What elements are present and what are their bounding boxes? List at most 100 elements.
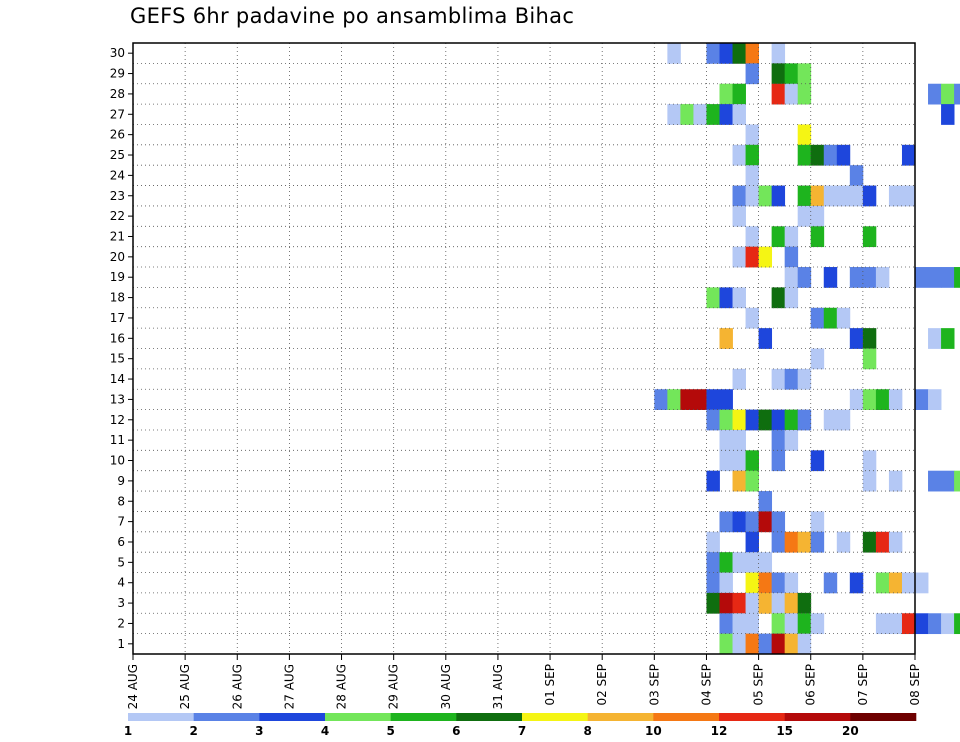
heatmap-cell (771, 572, 786, 594)
heatmap-cell (784, 633, 799, 655)
legend-swatch (850, 713, 917, 721)
x-tick-label: 08 SEP (908, 664, 922, 706)
heatmap-cell (810, 348, 825, 370)
heatmap-cell (823, 185, 864, 207)
x-tick-label: 07 SEP (856, 664, 870, 706)
heatmap-cell (706, 592, 720, 614)
legend-swatch (128, 713, 194, 721)
heatmap-cell (758, 246, 773, 268)
y-tick-label: 13 (110, 392, 125, 406)
x-tick-label: 30 AUG (439, 664, 453, 709)
heatmap-cell (888, 389, 903, 410)
heatmap-cell (706, 43, 720, 64)
heatmap-cell (771, 429, 786, 451)
heatmap-cell (719, 409, 733, 431)
heatmap-cell (875, 613, 903, 635)
heatmap-cell (915, 613, 929, 635)
heatmap-cell (719, 328, 733, 349)
heatmap-cell (784, 368, 799, 390)
y-tick-label: 2 (117, 616, 125, 630)
y-tick-label: 8 (117, 494, 125, 508)
heatmap-cell (667, 43, 681, 64)
heatmap-cell (862, 470, 877, 492)
heatmap-cell (745, 572, 759, 594)
heatmap-cell (810, 307, 825, 329)
y-tick-label: 21 (110, 229, 125, 243)
heatmap-cell (797, 592, 812, 614)
heatmap-cell (797, 531, 812, 553)
heatmap-cell (888, 185, 916, 207)
heatmap-cell (784, 409, 799, 431)
heatmap-cell (849, 572, 864, 594)
y-tick-label: 19 (110, 270, 125, 284)
y-tick-label: 10 (110, 454, 125, 468)
heatmap-cell (719, 572, 733, 594)
heatmap-cell (862, 450, 877, 472)
heatmap-cell (941, 104, 955, 125)
heatmap-cell (823, 144, 838, 166)
legend-swatch (719, 713, 785, 721)
heatmap-cell (928, 389, 942, 410)
heatmap-cell (810, 511, 825, 533)
heatmap-cell (849, 389, 864, 410)
legend-label: 2 (189, 724, 197, 738)
heatmap-cell (771, 185, 786, 207)
heatmap-cell (862, 226, 877, 248)
heatmap-cell (823, 307, 838, 329)
heatmap-cell (810, 450, 825, 472)
y-tick-label: 11 (110, 433, 125, 447)
heatmap-cell (719, 511, 733, 533)
heatmap-cell (797, 205, 825, 227)
y-tick-label: 15 (110, 352, 125, 366)
heatmap-cell (719, 613, 733, 635)
heatmap-cell (732, 511, 746, 533)
heatmap-cell (797, 185, 812, 207)
heatmap-cell (745, 511, 759, 533)
legend-label: 10 (645, 724, 662, 738)
x-tick-label: 29 AUG (387, 664, 401, 709)
heatmap-cell (784, 572, 799, 594)
heatmap-cell (810, 226, 825, 248)
heatmap-cell (706, 389, 733, 410)
heatmap-cell (732, 592, 746, 614)
heatmap-cell (745, 470, 759, 492)
heatmap-cell (758, 592, 773, 614)
heatmap-cell (732, 470, 746, 492)
heatmap-cell (719, 287, 733, 309)
heatmap-cell (862, 185, 877, 207)
heatmap-cell (719, 83, 733, 105)
heatmap-cell (745, 450, 759, 472)
heatmap-cell (680, 104, 694, 125)
heatmap-cell (706, 470, 720, 492)
y-tick-label: 1 (117, 637, 125, 651)
heatmap-cell (954, 83, 960, 105)
plot-frame (132, 42, 916, 655)
heatmap-cell (732, 613, 746, 635)
x-tick-label: 04 SEP (699, 664, 713, 706)
heatmap-cell (745, 246, 759, 268)
heatmap-cell (875, 267, 890, 288)
heatmap-cell (745, 43, 759, 64)
heatmap-cell (797, 124, 812, 146)
heatmap-cell (771, 409, 786, 431)
heatmap-cell (784, 613, 799, 635)
heatmap-cell (732, 104, 746, 125)
heatmap-cell (745, 531, 759, 553)
x-tick-label: 02 SEP (595, 664, 609, 706)
heatmap-cell (836, 531, 851, 553)
heatmap-cell (928, 613, 942, 635)
heatmap-cell (784, 83, 799, 105)
heatmap-cell (732, 633, 746, 655)
heatmap-cell (928, 470, 955, 492)
heatmap-cell (745, 613, 759, 635)
x-tick-label: 01 SEP (543, 664, 557, 706)
heatmap-cell (719, 43, 733, 64)
heatmap-cell (810, 531, 825, 553)
heatmap-cell (954, 613, 960, 635)
x-tick-label: 06 SEP (804, 664, 818, 706)
heatmap-cell (771, 83, 786, 105)
heatmap-cell (706, 552, 720, 573)
heatmap-cell (771, 613, 786, 635)
heatmap-cell (771, 368, 786, 390)
